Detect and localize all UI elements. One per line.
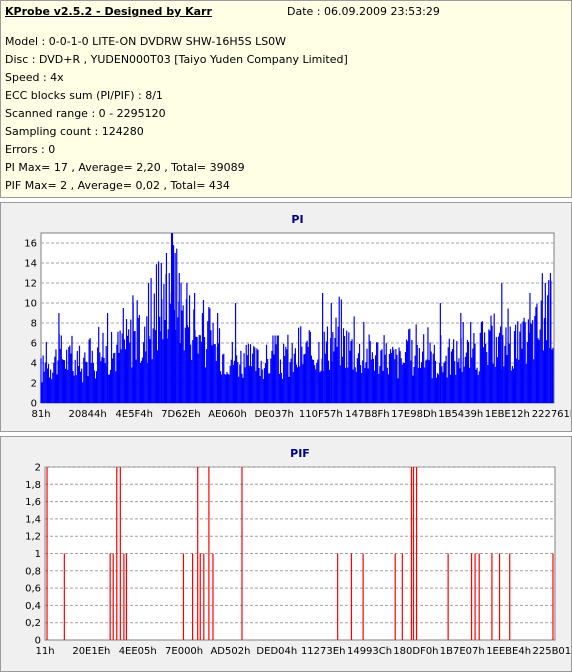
ecc-line: ECC blocks sum (PI/PIF) : 8/1 (5, 89, 163, 102)
x-tick-label: 17E98Dh (391, 409, 437, 420)
x-tick-label: 225B01h (532, 646, 571, 657)
x-tick-label: 20E1Eh (72, 646, 110, 657)
x-tick-label: 11h (35, 646, 54, 657)
y-tick-label: 6 (31, 339, 37, 350)
info-panel: KProbe v2.5.2 - Designed by Karr Date : … (0, 0, 572, 198)
x-tick-label: AD502h (210, 646, 250, 657)
x-tick-label: 222761h (532, 409, 571, 420)
disc-line: Disc : DVD+R , YUDEN000T03 [Taiyo Yuden … (5, 53, 348, 66)
y-tick-label: 0 (31, 399, 37, 410)
pi-chart-panel: PI 0 2 4 6 8 10 12 14 16 81h 20844h 4E5F4h 7D62Eh AE06… (0, 202, 572, 432)
y-tick-label: 1 (35, 549, 41, 560)
pi-summary-line: PI Max= 17 , Average= 2,20 , Total= 3908… (5, 161, 245, 174)
y-tick-label: 0 (35, 636, 41, 647)
x-tick-label: 11273Eh (301, 646, 345, 657)
y-tick-label: 2 (35, 463, 41, 474)
x-tick-label: 7E000h (165, 646, 203, 657)
x-tick-label: DE037h (254, 409, 293, 420)
x-tick-label: 180DF0h (393, 646, 438, 657)
speed-line: Speed : 4x (5, 71, 64, 84)
app-title: KProbe v2.5.2 - Designed by Karr (5, 5, 212, 18)
y-tick-label: 4 (31, 359, 37, 370)
x-tick-label: 20844h (69, 409, 107, 420)
pif-series (46, 467, 554, 640)
pi-series (40, 233, 554, 403)
x-tick-label: 1B5439h (438, 409, 483, 420)
x-tick-label: 1EEBE4h (486, 646, 531, 657)
pif-chart: PIF 0 0,2 0,4 0,6 0,8 1 1,2 1,4 1,6 1,8 2 11h 20E1Eh 4… (25, 447, 571, 657)
pi-chart: PI 0 2 4 6 8 10 12 14 16 81h 20844h 4E5F4h 7D62Eh AE06… (24, 213, 571, 420)
chart-title: PI (291, 213, 303, 226)
x-tick-label: AE060h (208, 409, 247, 420)
x-tick-label: 4EE05h (119, 646, 157, 657)
y-tick-label: 0,8 (25, 566, 41, 577)
y-tick-label: 1,6 (25, 497, 41, 508)
range-line: Scanned range : 0 - 2295120 (5, 107, 166, 120)
x-tick-label: DED04h (256, 646, 297, 657)
y-tick-label: 10 (24, 299, 37, 310)
y-tick-label: 1,8 (25, 480, 41, 491)
y-tick-label: 12 (24, 279, 37, 290)
x-tick-label: 147B8Fh (345, 409, 389, 420)
pif-summary-line: PIF Max= 2 , Average= 0,02 , Total= 434 (5, 179, 230, 192)
x-tick-label: 7D62Eh (161, 409, 200, 420)
x-tick-label: 1EBE12h (485, 409, 530, 420)
x-tick-label: 14993Ch (347, 646, 392, 657)
x-tick-label: 1B7E07h (440, 646, 485, 657)
y-tick-label: 0,4 (25, 601, 41, 612)
errors-line: Errors : 0 (5, 143, 56, 156)
y-tick-label: 1,2 (25, 532, 41, 543)
x-tick-label: 110F57h (299, 409, 343, 420)
scan-date: Date : 06.09.2009 23:53:29 (287, 5, 440, 18)
y-tick-label: 0,2 (25, 618, 41, 629)
y-tick-label: 8 (31, 319, 37, 330)
x-tick-label: 81h (31, 409, 50, 420)
chart-title: PIF (290, 447, 310, 460)
sampling-line: Sampling count : 124280 (5, 125, 144, 138)
model-line: Model : 0-0-1-0 LITE-ON DVDRW SHW-16H5S … (5, 35, 287, 48)
y-tick-label: 0,6 (25, 584, 41, 595)
y-tick-label: 16 (24, 239, 37, 250)
x-tick-label: 4E5F4h (116, 409, 154, 420)
y-tick-label: 14 (24, 259, 37, 270)
y-tick-label: 2 (31, 379, 37, 390)
pif-chart-panel: PIF 0 0,2 0,4 0,6 0,8 1 1,2 1,4 1,6 1,8 2 11h 20E1Eh 4… (0, 436, 572, 672)
y-tick-label: 1,4 (25, 514, 41, 525)
